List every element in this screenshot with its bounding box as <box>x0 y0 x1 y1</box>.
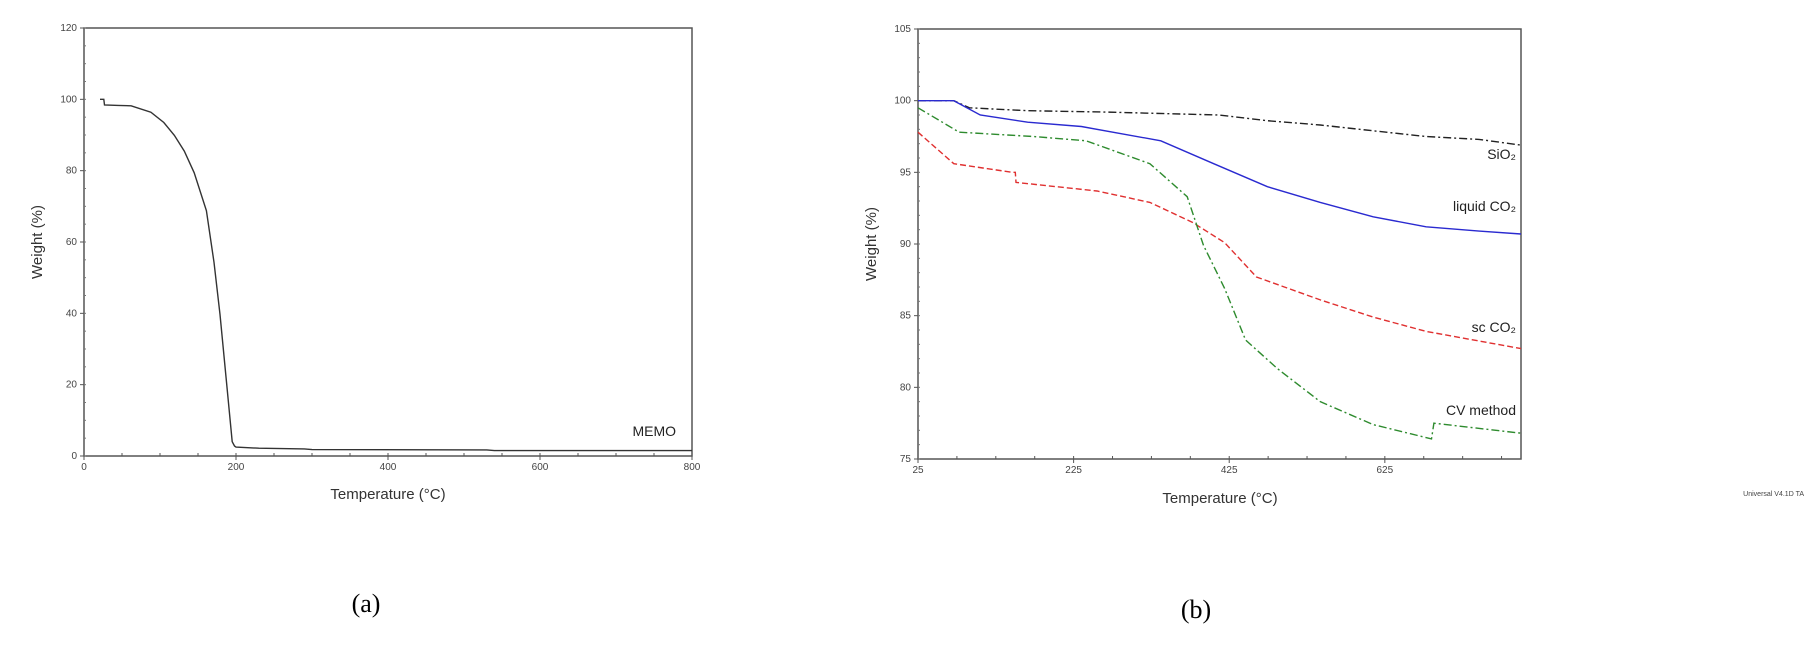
series-label-memo: MEMO <box>632 423 676 439</box>
y-tick-label: 105 <box>894 24 911 35</box>
x-tick-label: 600 <box>532 462 549 473</box>
series-line-memo <box>100 98 692 452</box>
chart-panel-b: Temperature (°C) Weight (%) (b) Universa… <box>863 24 1804 624</box>
x-tick-label: 800 <box>684 462 701 473</box>
panel-label: (b) <box>1181 595 1211 624</box>
series-label-sio2: SiO₂ <box>1487 146 1516 162</box>
y-tick-label: 100 <box>894 96 911 107</box>
plot-frame <box>83 27 693 457</box>
x-axis-title: Temperature (°C) <box>1162 490 1277 507</box>
y-axis-title: Weight (%) <box>863 207 880 281</box>
axis-ticks: 25 225 425 625 75 80 85 90 95 100 105 <box>894 24 1503 476</box>
y-tick-label: 100 <box>60 94 77 105</box>
x-tick-label: 200 <box>228 462 245 473</box>
y-tick-label: 80 <box>900 382 912 393</box>
y-tick-label: 20 <box>66 380 78 391</box>
y-tick-label: 40 <box>66 308 78 319</box>
y-tick-label: 0 <box>71 451 77 462</box>
series-lines <box>917 99 1522 440</box>
y-axis-title: Weight (%) <box>29 205 46 279</box>
panel-label: (a) <box>352 589 381 618</box>
x-tick-label: 425 <box>1221 465 1238 476</box>
series-line-sio- <box>918 99 1522 146</box>
series-label-sc-co2: sc CO₂ <box>1472 319 1516 335</box>
chart-panel-a: Temperature (°C) Weight (%) (a) MEMO 0 20… <box>29 23 701 618</box>
x-tick-label: 400 <box>380 462 397 473</box>
y-tick-label: 60 <box>66 237 78 248</box>
series-line-cv-method <box>917 107 1522 440</box>
x-axis-title: Temperature (°C) <box>330 486 445 503</box>
series-lines <box>100 98 692 452</box>
axis-ticks: 0 200 400 600 800 0 20 40 60 80 100 120 <box>60 23 700 473</box>
y-tick-label: 80 <box>66 166 78 177</box>
y-tick-label: 120 <box>60 23 77 34</box>
x-tick-label: 25 <box>912 465 924 476</box>
x-tick-label: 625 <box>1376 465 1393 476</box>
series-label-cv-method: CV method <box>1446 402 1516 418</box>
series-line-liquid-co- <box>918 99 1522 235</box>
x-tick-label: 0 <box>81 462 87 473</box>
software-footer: Universal V4.1D TA <box>1743 491 1804 498</box>
y-tick-label: 75 <box>900 454 912 465</box>
series-label-liquid-co2: liquid CO₂ <box>1453 198 1516 214</box>
plot-frame <box>917 28 1522 460</box>
y-tick-label: 95 <box>900 167 912 178</box>
y-tick-label: 90 <box>900 239 912 250</box>
y-tick-label: 85 <box>900 311 912 322</box>
x-tick-label: 225 <box>1065 465 1082 476</box>
series-line-sc-co- <box>917 131 1522 350</box>
